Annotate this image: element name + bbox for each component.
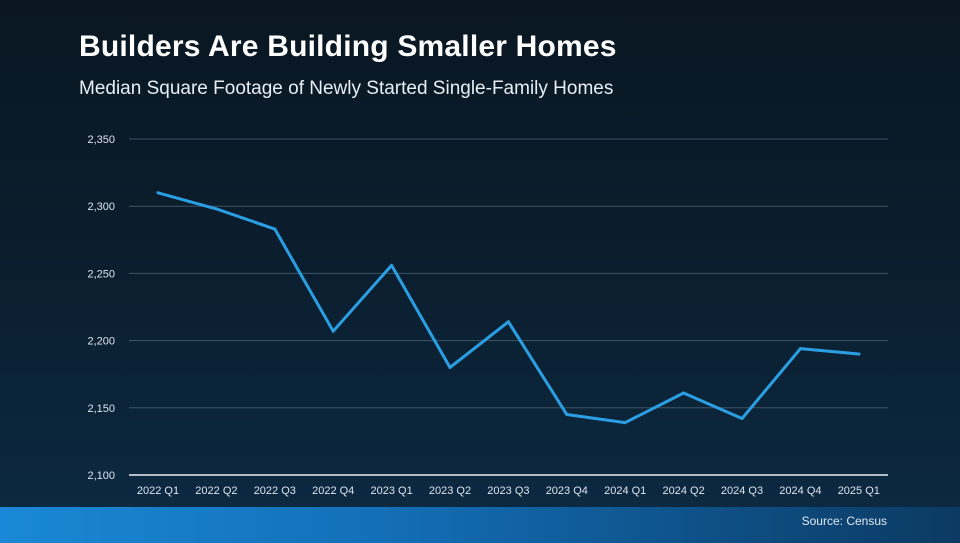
series-line [156, 191, 861, 425]
source-value: Census [846, 514, 887, 528]
y-tick-label: 2,350 [87, 134, 115, 146]
data-point [390, 263, 394, 267]
x-tick-label: 2022 Q4 [312, 485, 354, 497]
data-point [156, 191, 160, 195]
chart-title: Builders Are Building Smaller Homes [79, 30, 617, 63]
x-tick-label: 2025 Q1 [838, 485, 880, 497]
x-tick-label: 2023 Q3 [487, 485, 529, 497]
x-tick-label: 2024 Q3 [721, 485, 763, 497]
data-point [798, 347, 802, 351]
line-chart: 2,100 2,150 2,200 2,250 2,300 2,350 2022 Q1 202… [87, 134, 888, 497]
x-tick-label: 2022 Q1 [137, 485, 179, 497]
data-point [273, 227, 277, 231]
x-tick-label: 2024 Q1 [604, 485, 646, 497]
y-tick-label: 2,250 [87, 268, 115, 280]
x-tick-label: 2022 Q3 [254, 485, 296, 497]
source-note: Source: Census [802, 514, 887, 528]
source-label: Source: [801, 514, 843, 528]
data-point [506, 320, 510, 324]
data-point [565, 413, 569, 417]
y-tick-label: 2,200 [87, 336, 115, 348]
data-point [682, 391, 686, 395]
footer-bar [0, 507, 960, 543]
data-point [857, 352, 861, 356]
chart-subtitle: Median Square Footage of Newly Started S… [79, 78, 614, 99]
x-tick-label: 2022 Q2 [195, 485, 237, 497]
x-tick-label: 2023 Q2 [429, 485, 471, 497]
x-tick-label: 2024 Q2 [662, 485, 704, 497]
x-tick-label: 2024 Q4 [779, 485, 821, 497]
data-point [623, 421, 627, 425]
x-tick-label: 2023 Q4 [546, 485, 588, 497]
data-point [448, 365, 452, 369]
data-point [331, 329, 335, 333]
y-tick-label: 2,150 [87, 403, 115, 415]
y-tick-label: 2,300 [87, 201, 115, 213]
x-tick-label: 2023 Q1 [370, 485, 412, 497]
data-point [740, 417, 744, 421]
y-tick-label: 2,100 [87, 470, 115, 482]
data-point [214, 207, 218, 211]
